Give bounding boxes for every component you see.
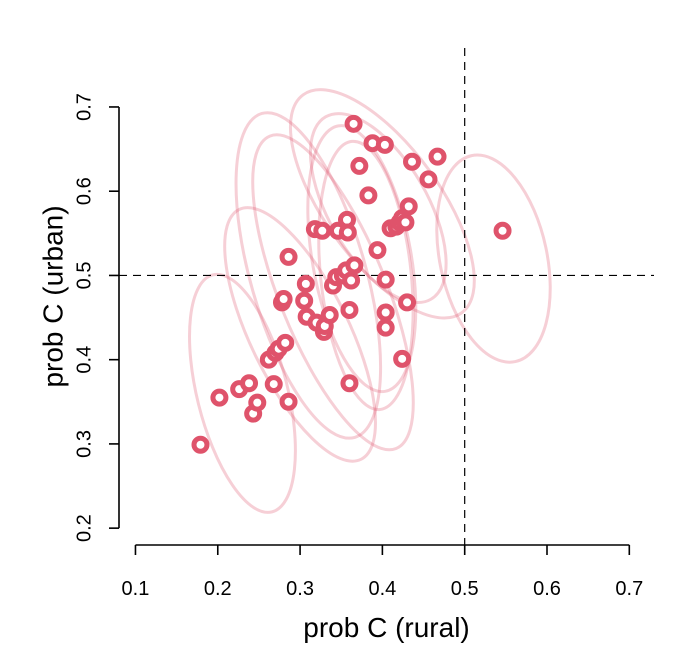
data-point <box>428 147 447 166</box>
data-point <box>295 291 314 310</box>
confidence-ellipse-3 <box>234 111 383 440</box>
data-point <box>274 290 293 309</box>
x-tick-label: 0.2 <box>204 578 232 600</box>
data-point <box>340 300 359 319</box>
data-point <box>296 274 315 293</box>
x-tick-label: 0.3 <box>286 578 314 600</box>
data-point <box>248 393 267 412</box>
confidence-ellipse-5 <box>306 124 418 394</box>
x-tick-label: 0.7 <box>615 578 643 600</box>
y-axis-label: prob C (urban) <box>37 205 68 387</box>
x-tick-label: 0.5 <box>451 578 479 600</box>
confidence-ellipse-9 <box>435 153 552 364</box>
confidence-ellipse-6 <box>317 139 415 412</box>
data-point <box>359 186 378 205</box>
data-point <box>393 349 412 368</box>
y-tick-label: 0.6 <box>73 177 95 205</box>
x-axis-label: prob C (rural) <box>303 612 469 643</box>
data-point <box>342 271 361 290</box>
data-point <box>399 197 418 216</box>
y-tick-label: 0.3 <box>73 430 95 458</box>
y-tick-label: 0.7 <box>73 93 95 121</box>
data-point <box>376 318 395 337</box>
data-point <box>320 306 339 325</box>
data-point <box>210 388 229 407</box>
x-tick-label: 0.1 <box>122 578 150 600</box>
data-point <box>240 374 259 393</box>
x-tick-label: 0.4 <box>368 578 396 600</box>
y-tick-label: 0.4 <box>73 346 95 374</box>
data-point <box>279 392 298 411</box>
data-point <box>419 170 438 189</box>
confidence-ellipse-2 <box>223 206 377 463</box>
x-tick-label: 0.6 <box>533 578 561 600</box>
data-point <box>338 223 357 242</box>
data-point <box>264 375 283 394</box>
data-point <box>191 435 210 454</box>
data-point <box>376 270 395 289</box>
data-point <box>279 247 298 266</box>
data-point <box>403 152 422 171</box>
data-point <box>376 303 395 322</box>
axes: 0.1 0.2 0.3 0.4 0.5 0.6 0.7 0.2 0.3 0.4 0.5 0.6 0.7 <box>73 93 643 600</box>
data-point <box>313 221 332 240</box>
data-point <box>493 221 512 240</box>
data-point <box>276 333 295 352</box>
y-tick-label: 0.5 <box>73 262 95 290</box>
y-tick-label: 0.2 <box>73 514 95 542</box>
data-point <box>345 256 364 275</box>
data-point <box>350 156 369 175</box>
data-point <box>344 114 363 133</box>
data-point <box>368 241 387 260</box>
data-point <box>396 213 415 232</box>
confidence-ellipse-8 <box>288 88 476 320</box>
data-point <box>375 135 394 154</box>
confidence-ellipse-1 <box>188 272 297 514</box>
uncertainty-ellipses <box>188 88 552 514</box>
data-points <box>191 114 512 454</box>
data-point <box>340 374 359 393</box>
data-point <box>398 293 417 312</box>
